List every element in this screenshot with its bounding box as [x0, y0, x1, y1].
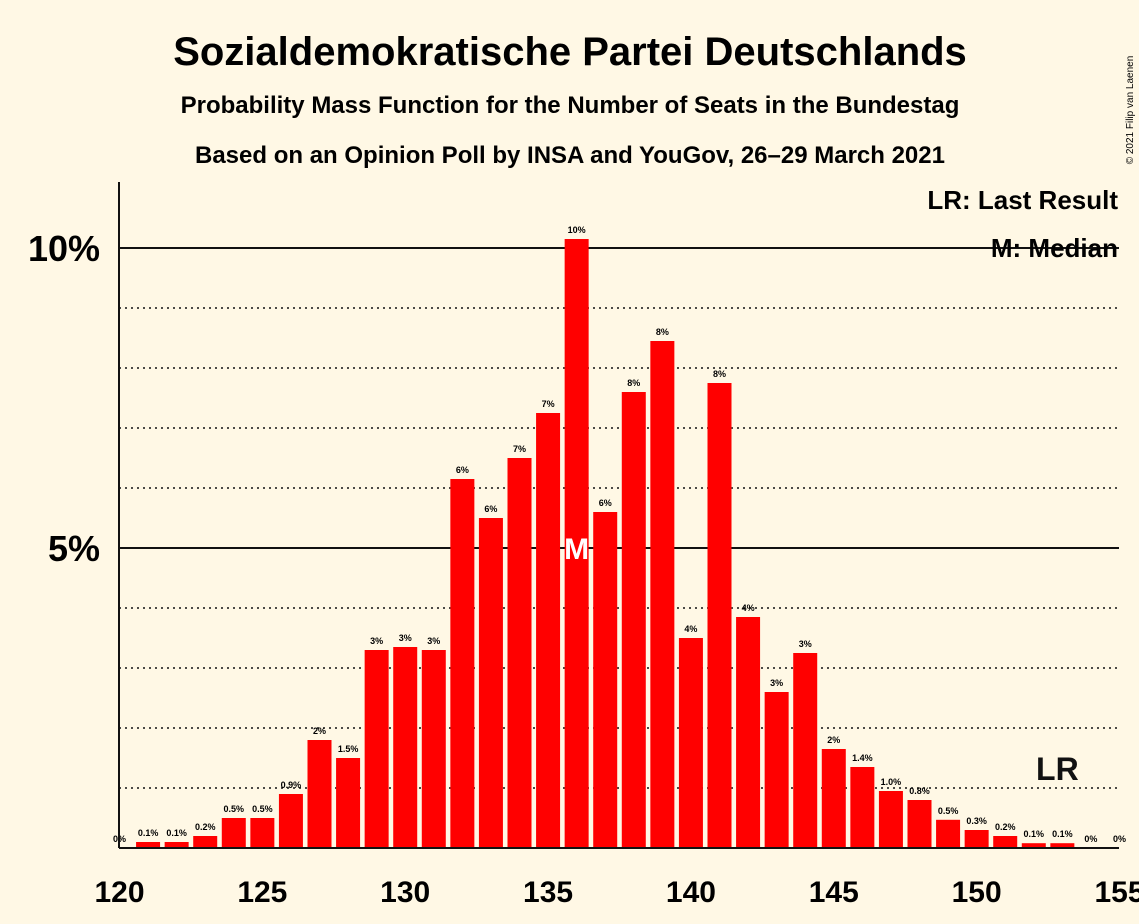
data-label-seat-141: 8%: [713, 369, 726, 379]
bar-seat-127: [307, 740, 332, 848]
data-label-seat-137: 6%: [599, 498, 612, 508]
bar-seat-129: [364, 650, 389, 848]
data-label-seat-138: 8%: [627, 378, 640, 388]
bar-seat-142: [736, 617, 761, 848]
x-tick-label: 140: [666, 876, 716, 909]
bar-seat-124: [221, 818, 246, 848]
y-tick-label: 5%: [48, 528, 100, 569]
bar-seat-153: [1050, 843, 1075, 848]
bar-seat-139: [650, 341, 675, 848]
data-label-seat-155: 0%: [1113, 834, 1126, 844]
data-label-seat-130: 3%: [399, 633, 412, 643]
bar-seat-136: [564, 239, 589, 848]
x-tick-label: 135: [523, 876, 573, 909]
data-label-seat-147: 1.0%: [881, 777, 902, 787]
data-label-seat-139: 8%: [656, 327, 669, 337]
bar-seat-148: [907, 800, 932, 848]
data-label-seat-142: 4%: [742, 603, 755, 613]
data-label-seat-126: 0.9%: [281, 780, 302, 790]
bar-seat-130: [393, 647, 418, 848]
chart-subtitle: Probability Mass Function for the Number…: [181, 92, 960, 119]
bar-seat-149: [936, 819, 961, 848]
y-tick-labels: 5% 10%: [28, 228, 100, 569]
data-label-seat-135: 7%: [542, 399, 555, 409]
data-label-seat-136: 10%: [568, 225, 586, 235]
bar-seat-150: [964, 830, 989, 848]
data-label-seat-140: 4%: [684, 624, 697, 634]
y-tick-label: 10%: [28, 228, 100, 269]
data-label-seat-143: 3%: [770, 678, 783, 688]
x-tick-label: 125: [237, 876, 287, 909]
data-label-seat-125: 0.5%: [252, 804, 273, 814]
copyright-notice: © 2021 Filip van Laenen: [1125, 56, 1136, 165]
bar-seat-141: [707, 383, 732, 848]
data-label-seat-145: 2%: [827, 735, 840, 745]
data-label-seat-144: 3%: [799, 639, 812, 649]
data-label-seat-153: 0.1%: [1052, 829, 1073, 839]
data-label-seat-133: 6%: [484, 504, 497, 514]
bar-seat-152: [1021, 843, 1046, 848]
bar-seat-131: [421, 650, 446, 848]
x-tick-label: 130: [380, 876, 430, 909]
bar-seat-147: [878, 791, 903, 848]
bar-seat-122: [164, 842, 189, 848]
data-label-seat-123: 0.2%: [195, 822, 216, 832]
data-label-seat-154: 0%: [1084, 834, 1097, 844]
x-tick-label: 120: [94, 876, 144, 909]
bar-seat-137: [593, 512, 618, 848]
chart-source: Based on an Opinion Poll by INSA and You…: [195, 142, 945, 169]
data-label-seat-134: 7%: [513, 444, 526, 454]
bar-seat-123: [193, 836, 218, 848]
chart-title: Sozialdemokratische Partei Deutschlands: [173, 30, 967, 74]
data-label-seat-129: 3%: [370, 636, 383, 646]
data-label-seat-131: 3%: [427, 636, 440, 646]
bar-seat-143: [764, 692, 789, 848]
x-tick-label: 145: [809, 876, 859, 909]
bar-seat-145: [821, 749, 846, 848]
data-label-seat-148: 0.8%: [909, 786, 930, 796]
bar-seat-138: [621, 392, 646, 848]
bar-seat-134: [507, 458, 532, 848]
data-label-seat-146: 1.4%: [852, 753, 873, 763]
data-labels: 0% 0.1% 0.1% 0.2% 0.5% 0.5% 0.9% 2% 1.5% 3% 3% 3% 6%…: [113, 225, 1126, 844]
x-tick-label: 150: [952, 876, 1002, 909]
data-label-seat-151: 0.2%: [995, 822, 1016, 832]
legend-median: M: Median: [991, 233, 1118, 263]
bar-seat-132: [450, 479, 475, 848]
bar-seat-128: [336, 758, 361, 848]
last-result-marker: LR: [1036, 751, 1079, 787]
data-label-seat-124: 0.5%: [224, 804, 245, 814]
bar-seat-151: [993, 836, 1018, 848]
bars: [136, 239, 1075, 848]
bar-seat-121: [136, 842, 161, 848]
x-tick-labels: 120 125 130 135 140 145 150 155: [94, 876, 1139, 909]
data-label-seat-152: 0.1%: [1024, 829, 1045, 839]
data-label-seat-122: 0.1%: [166, 828, 187, 838]
data-label-seat-121: 0.1%: [138, 828, 159, 838]
data-label-seat-127: 2%: [313, 726, 326, 736]
bar-seat-126: [278, 794, 303, 848]
bar-seat-125: [250, 818, 275, 848]
median-marker: M: [564, 533, 589, 566]
x-tick-label: 155: [1094, 876, 1139, 909]
data-label-seat-132: 6%: [456, 465, 469, 475]
bar-seat-144: [793, 653, 818, 848]
bar-seat-146: [850, 767, 875, 848]
bar-seat-135: [536, 413, 561, 848]
data-label-seat-150: 0.3%: [966, 816, 987, 826]
gridlines: [119, 247, 1119, 789]
bar-seat-140: [678, 638, 703, 848]
legend-last-result: LR: Last Result: [927, 185, 1118, 215]
data-label-seat-149: 0.5%: [938, 806, 959, 816]
bar-seat-133: [478, 518, 503, 848]
data-label-seat-128: 1.5%: [338, 744, 359, 754]
